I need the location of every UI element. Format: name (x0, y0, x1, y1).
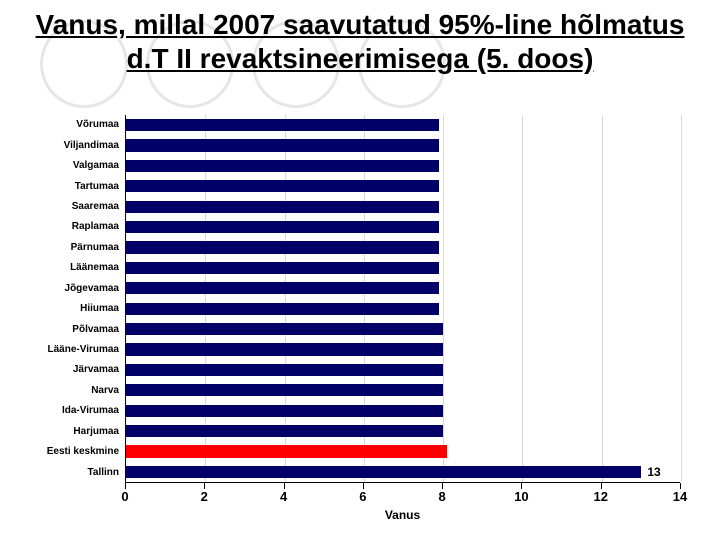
bar (126, 241, 439, 253)
bar-row (126, 217, 680, 237)
x-axis-title: Vanus (125, 508, 680, 522)
bar-row (126, 278, 680, 298)
bar (126, 119, 439, 131)
x-tick-label: 2 (201, 489, 208, 504)
bar-row (126, 135, 680, 155)
x-tick-label: 12 (593, 489, 607, 504)
bar (126, 384, 443, 396)
bar (126, 221, 439, 233)
y-category-label: Ida-Virumaa (20, 401, 123, 421)
bar-row (126, 176, 680, 196)
slide-title: Vanus, millal 2007 saavutatud 95%-line h… (0, 8, 720, 75)
bar (126, 323, 443, 335)
y-category-label: Eesti keskmine (20, 442, 123, 462)
bar (126, 364, 443, 376)
x-tick-label: 4 (280, 489, 287, 504)
plot-area: 13 (125, 115, 680, 483)
bar-row (126, 380, 680, 400)
y-category-label: Võrumaa (20, 115, 123, 135)
bar (126, 201, 439, 213)
y-category-label: Pärnumaa (20, 238, 123, 258)
bar-row (126, 237, 680, 257)
bar-row (126, 339, 680, 359)
y-category-label: Harjumaa (20, 422, 123, 442)
bar (126, 180, 439, 192)
bar-row (126, 441, 680, 461)
y-category-label: Valgamaa (20, 156, 123, 176)
y-category-label: Tallinn (20, 462, 123, 482)
y-category-label: Lääne-Virumaa (20, 340, 123, 360)
bar (126, 160, 439, 172)
x-tick-label: 0 (121, 489, 128, 504)
y-category-label: Jõgevamaa (20, 279, 123, 299)
y-axis-labels: VõrumaaViljandimaaValgamaaTartumaaSaarem… (20, 115, 123, 483)
bar-row (126, 360, 680, 380)
bar-value-label: 13 (641, 465, 660, 479)
bar-row (126, 421, 680, 441)
y-category-label: Läänemaa (20, 258, 123, 278)
y-category-label: Narva (20, 381, 123, 401)
bar (126, 262, 439, 274)
y-category-label: Järvamaa (20, 360, 123, 380)
bar (126, 139, 439, 151)
bar (126, 466, 641, 478)
y-category-label: Tartumaa (20, 176, 123, 196)
bars: 13 (126, 115, 680, 482)
y-category-label: Saaremaa (20, 197, 123, 217)
bar (126, 282, 439, 294)
bar-row: 13 (126, 462, 680, 482)
slide: Vanus, millal 2007 saavutatud 95%-line h… (0, 0, 720, 540)
y-category-label: Põlvamaa (20, 319, 123, 339)
bar-row (126, 400, 680, 420)
bar-row (126, 115, 680, 135)
x-tick-label: 6 (359, 489, 366, 504)
y-category-label: Hiiumaa (20, 299, 123, 319)
x-tick-label: 8 (439, 489, 446, 504)
bar-row (126, 258, 680, 278)
bar-row (126, 299, 680, 319)
x-axis-labels: 02468101214 (125, 489, 680, 507)
bar (126, 303, 439, 315)
bar-row (126, 319, 680, 339)
y-category-label: Viljandimaa (20, 135, 123, 155)
y-category-label: Raplamaa (20, 217, 123, 237)
bar-row (126, 156, 680, 176)
bar (126, 405, 443, 417)
bar (126, 425, 443, 437)
bar-row (126, 197, 680, 217)
x-tick-label: 14 (673, 489, 687, 504)
bar (126, 445, 447, 457)
chart: VõrumaaViljandimaaValgamaaTartumaaSaarem… (20, 115, 700, 525)
x-tick-label: 10 (514, 489, 528, 504)
bar (126, 343, 443, 355)
